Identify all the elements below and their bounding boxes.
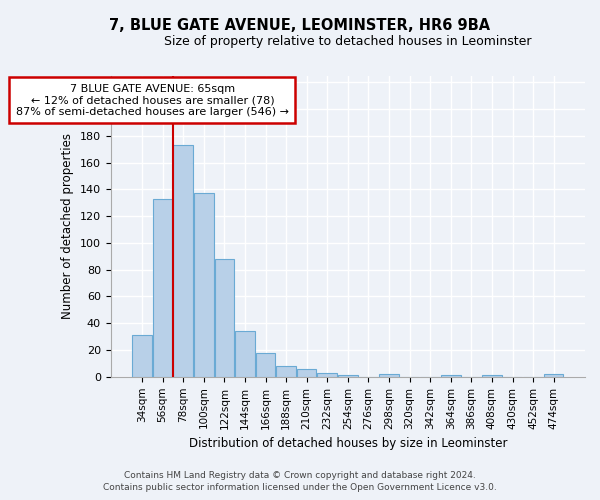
Bar [277,366,296,377]
Text: 7, BLUE GATE AVENUE, LEOMINSTER, HR6 9BA: 7, BLUE GATE AVENUE, LEOMINSTER, HR6 9BA [109,18,491,32]
Text: 7 BLUE GATE AVENUE: 65sqm
← 12% of detached houses are smaller (78)
87% of semi-: 7 BLUE GATE AVENUE: 65sqm ← 12% of detac… [16,84,289,117]
Bar [297,369,316,377]
Bar [482,376,502,377]
Y-axis label: Number of detached properties: Number of detached properties [61,133,74,319]
Title: Size of property relative to detached houses in Leominster: Size of property relative to detached ho… [164,35,532,48]
Bar [379,374,399,377]
X-axis label: Distribution of detached houses by size in Leominster: Distribution of detached houses by size … [188,437,507,450]
Bar [153,198,172,377]
Text: Contains HM Land Registry data © Crown copyright and database right 2024.
Contai: Contains HM Land Registry data © Crown c… [103,471,497,492]
Bar [132,336,152,377]
Bar [256,352,275,377]
Bar [338,376,358,377]
Bar [317,373,337,377]
Bar [235,332,255,377]
Bar [441,376,461,377]
Bar [215,259,234,377]
Bar [173,145,193,377]
Bar [194,194,214,377]
Bar [544,374,563,377]
